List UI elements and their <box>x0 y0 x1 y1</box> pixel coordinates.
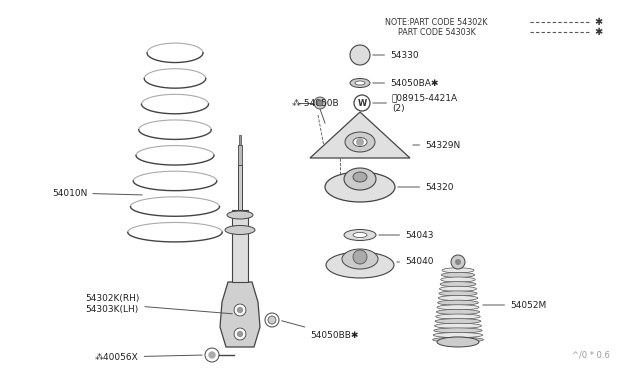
Ellipse shape <box>344 168 376 190</box>
Ellipse shape <box>440 286 477 291</box>
Ellipse shape <box>342 249 378 269</box>
Text: 54329N: 54329N <box>413 141 460 150</box>
Ellipse shape <box>433 333 483 338</box>
Ellipse shape <box>435 323 481 328</box>
Text: 54050BB✱: 54050BB✱ <box>282 321 358 340</box>
Circle shape <box>237 308 243 312</box>
Text: ✱: ✱ <box>594 17 602 27</box>
Ellipse shape <box>325 172 395 202</box>
Text: ✱: ✱ <box>594 27 602 37</box>
Bar <box>232 210 248 282</box>
Ellipse shape <box>355 81 365 85</box>
Text: Ⓢ08915-4421A
(2): Ⓢ08915-4421A (2) <box>372 93 458 113</box>
Circle shape <box>234 328 246 340</box>
Text: 54052M: 54052M <box>483 301 547 310</box>
Circle shape <box>455 259 461 265</box>
Circle shape <box>317 100 323 106</box>
Polygon shape <box>220 282 260 347</box>
Ellipse shape <box>353 172 367 182</box>
Circle shape <box>265 313 279 327</box>
Circle shape <box>350 45 370 65</box>
Circle shape <box>353 250 367 264</box>
Text: 54050BA✱: 54050BA✱ <box>372 78 438 87</box>
Ellipse shape <box>441 277 476 282</box>
Text: 54320: 54320 <box>398 183 454 192</box>
Text: ^/0 * 0.6: ^/0 * 0.6 <box>572 351 610 360</box>
Ellipse shape <box>437 337 479 347</box>
Circle shape <box>356 138 364 146</box>
Bar <box>239 135 241 145</box>
Text: 54010N: 54010N <box>52 189 142 198</box>
Bar <box>238 145 242 165</box>
Ellipse shape <box>438 300 478 305</box>
Ellipse shape <box>353 232 367 237</box>
Ellipse shape <box>436 314 480 319</box>
Circle shape <box>314 97 326 109</box>
Ellipse shape <box>345 132 375 152</box>
Ellipse shape <box>353 138 367 147</box>
Text: 54040: 54040 <box>397 257 433 266</box>
Ellipse shape <box>442 272 475 278</box>
Text: 54330: 54330 <box>372 51 419 60</box>
Ellipse shape <box>433 337 483 342</box>
Circle shape <box>209 352 215 358</box>
Ellipse shape <box>435 319 481 324</box>
Ellipse shape <box>437 305 479 310</box>
Text: 54043: 54043 <box>379 231 433 240</box>
Circle shape <box>234 304 246 316</box>
Circle shape <box>451 255 465 269</box>
Ellipse shape <box>440 282 476 287</box>
Text: NOTE:PART CODE 54302K: NOTE:PART CODE 54302K <box>385 18 488 27</box>
Ellipse shape <box>442 268 474 273</box>
Polygon shape <box>310 112 410 158</box>
Text: 54302K(RH)
54303K(LH): 54302K(RH) 54303K(LH) <box>85 294 232 314</box>
Circle shape <box>205 348 219 362</box>
Ellipse shape <box>350 78 370 87</box>
Ellipse shape <box>439 291 477 296</box>
Circle shape <box>237 331 243 337</box>
Ellipse shape <box>438 295 477 301</box>
Ellipse shape <box>326 252 394 278</box>
Ellipse shape <box>227 211 253 219</box>
Ellipse shape <box>225 225 255 234</box>
Text: ⁂ 54050B: ⁂ 54050B <box>292 99 339 108</box>
Ellipse shape <box>344 230 376 241</box>
Text: PART CODE 54303K: PART CODE 54303K <box>398 28 476 37</box>
Ellipse shape <box>434 328 482 333</box>
Text: W: W <box>357 99 367 108</box>
Text: ⁂40056X: ⁂40056X <box>95 353 202 362</box>
Bar <box>238 165 242 210</box>
Circle shape <box>268 316 276 324</box>
Ellipse shape <box>436 310 479 314</box>
Circle shape <box>354 95 370 111</box>
